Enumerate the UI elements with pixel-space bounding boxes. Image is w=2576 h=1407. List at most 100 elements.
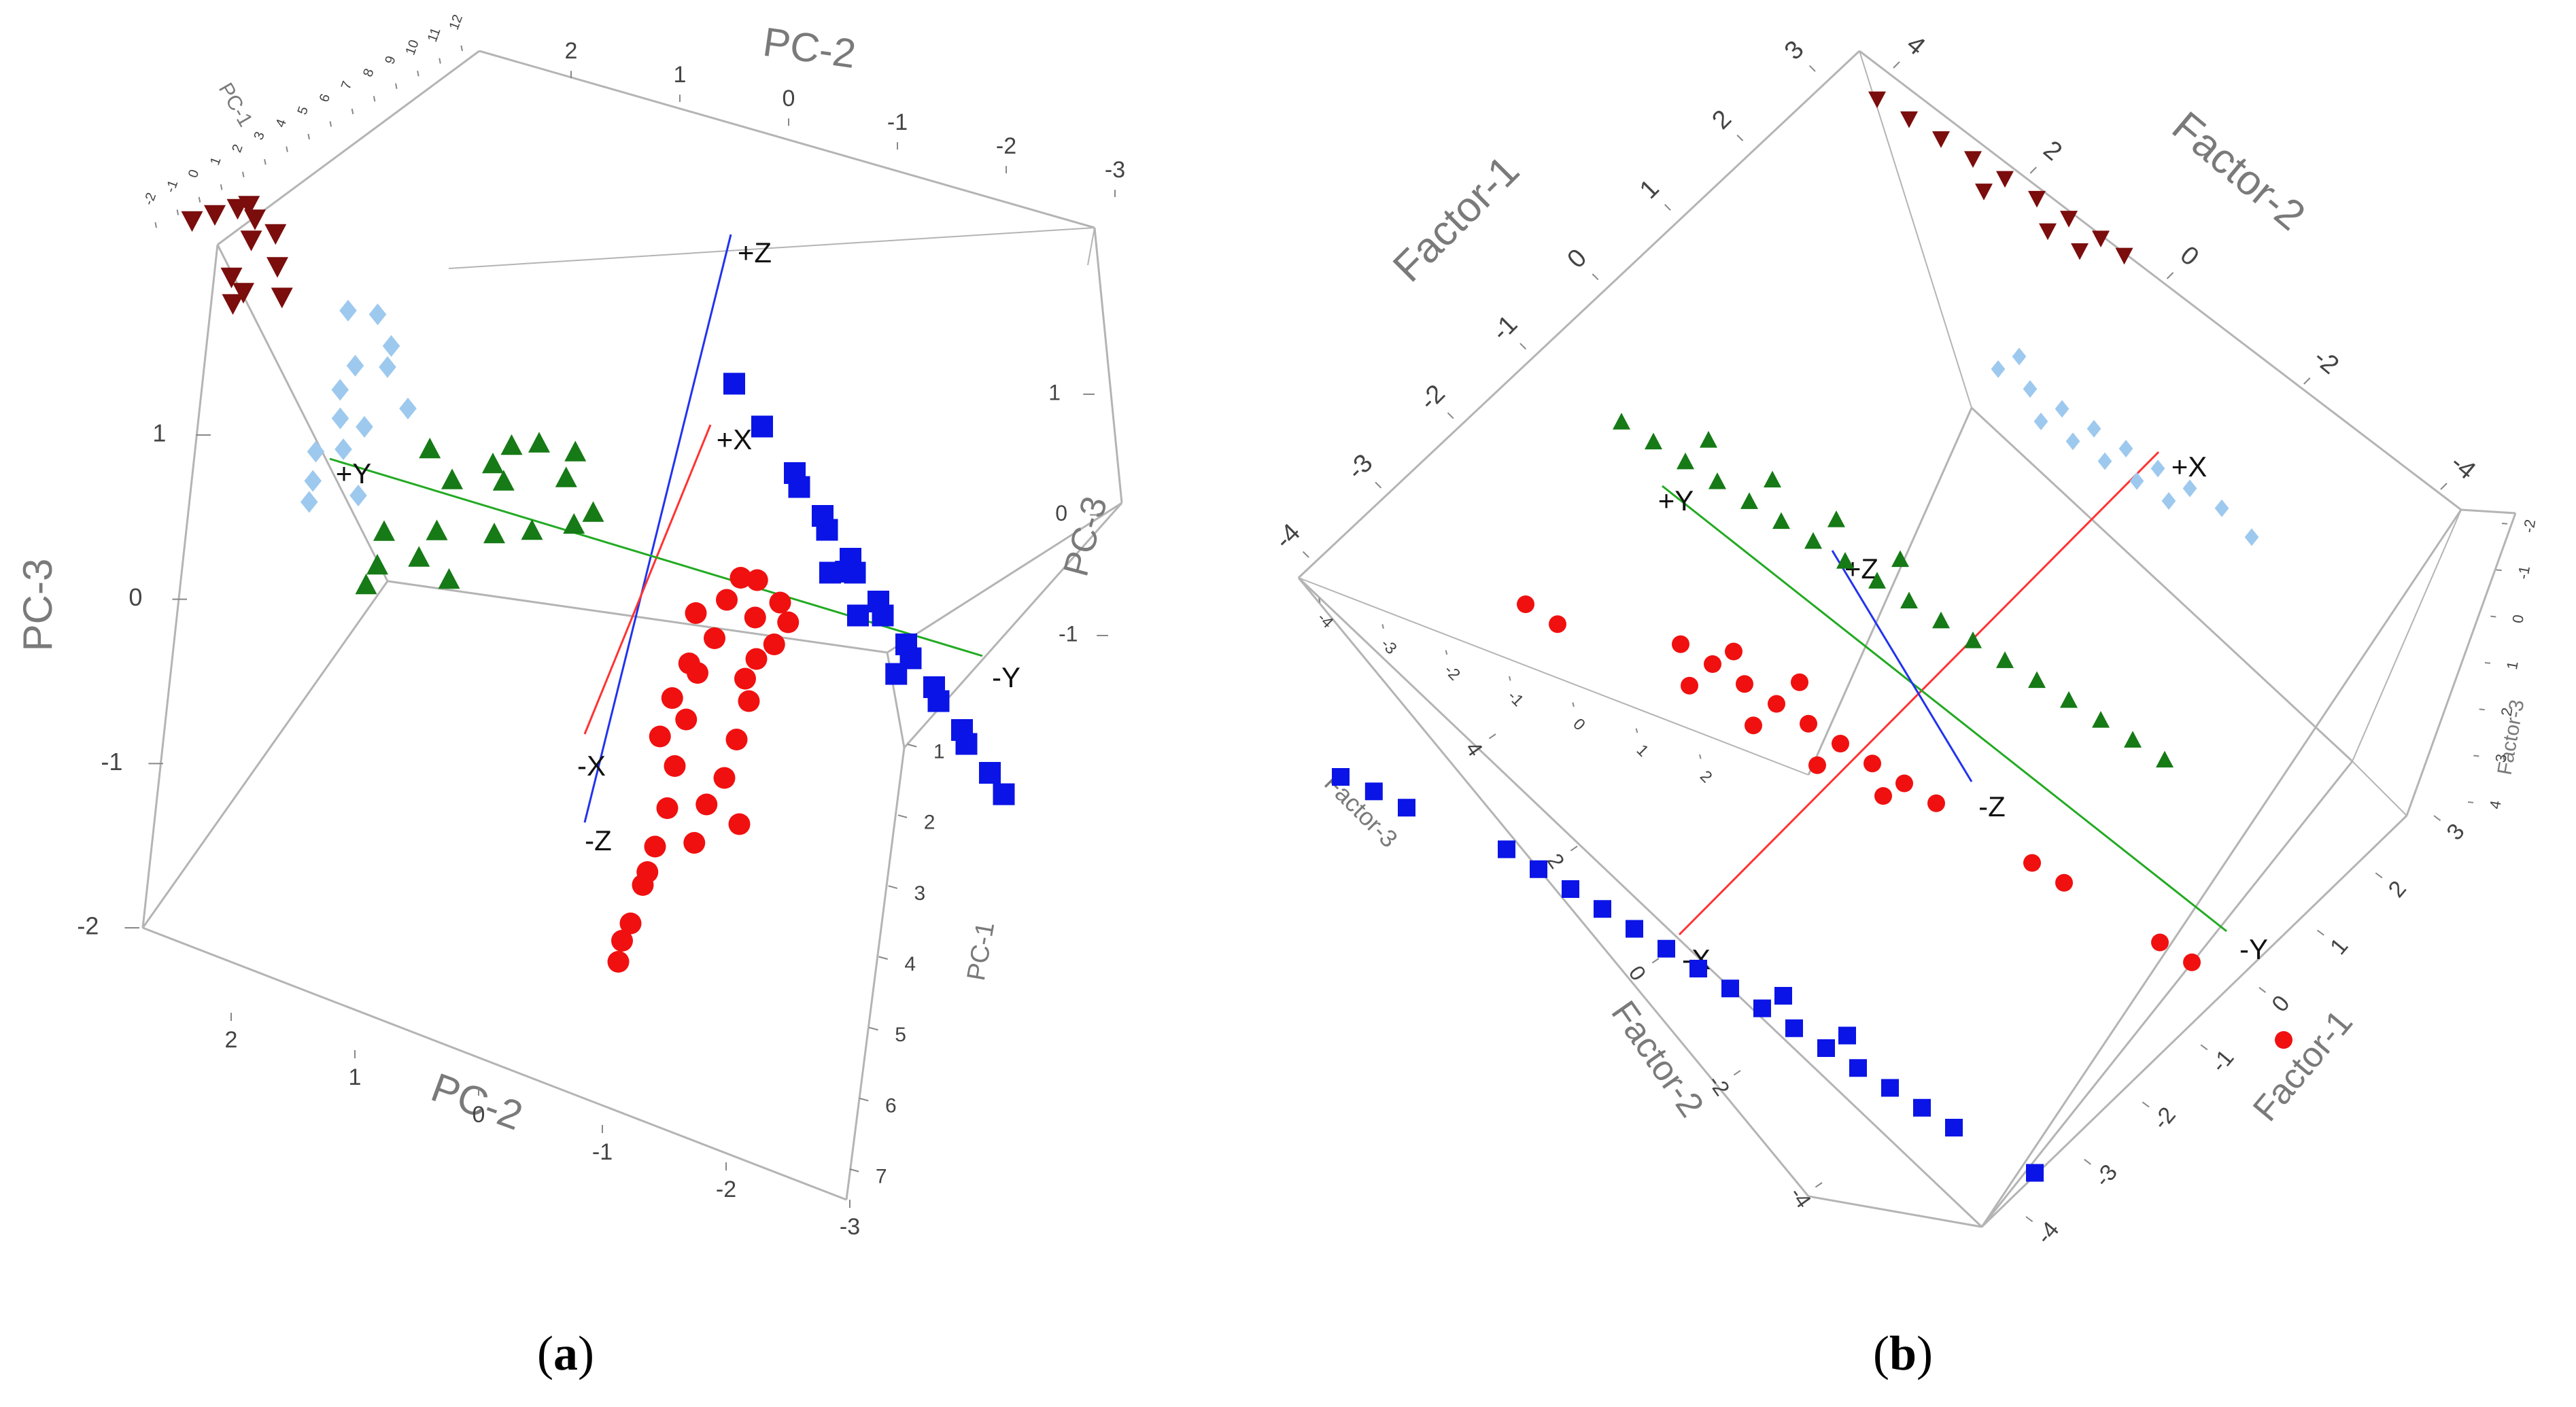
vector-label-minus-z: -Z <box>585 824 612 856</box>
box-edge <box>2405 513 2517 816</box>
point-group3 <box>582 501 604 522</box>
factor3-right-tick-label: -2 <box>2520 518 2539 534</box>
axis-title-pc1-right: PC-1 <box>962 920 1000 983</box>
point-group5 <box>847 604 869 627</box>
point-group2 <box>2214 499 2229 517</box>
vector-label-plus-y: +Y <box>1658 485 1694 517</box>
pc1-right-tick <box>907 744 917 748</box>
pc3-left-tick-label: 1 <box>152 419 166 447</box>
point-group5 <box>1913 1098 1931 1117</box>
point-group2 <box>2097 452 2112 470</box>
pc3-left-tick-label: -1 <box>101 748 122 776</box>
factor1-top-tick-label: -1 <box>1487 310 1524 347</box>
box-edge <box>142 926 847 1201</box>
factor1-top-tick-label: -4 <box>1269 518 1306 555</box>
pc1-top-tick-label: 11 <box>425 26 444 44</box>
point-group1 <box>1964 151 1982 169</box>
vector-label-minus-z: -Z <box>1978 791 2006 822</box>
point-group5 <box>1945 1119 1963 1136</box>
point-group4 <box>1927 794 1945 812</box>
point-group5 <box>1774 987 1792 1005</box>
caption-a: (a) <box>537 1326 594 1380</box>
point-group4 <box>725 729 748 750</box>
point-group1 <box>2092 230 2110 248</box>
point-group4 <box>1895 774 1913 793</box>
axis-title-factor1-bottom: Factor-1 <box>2246 1003 2360 1129</box>
point-group4 <box>1517 595 1534 613</box>
vector-label-minus-y: -Y <box>2239 933 2268 965</box>
point-group3 <box>419 437 441 459</box>
pc1-top-tick <box>198 196 201 203</box>
point-group4 <box>1672 635 1689 653</box>
point-group2 <box>2065 432 2080 451</box>
pc1-right-tick <box>869 1026 878 1031</box>
factor3-right-tick-label: 0 <box>2509 613 2527 624</box>
point-group1 <box>1932 131 1950 148</box>
pc1-top-tick <box>460 45 463 52</box>
point-group1 <box>238 196 260 217</box>
axis-title-pc1-top: PC-1 <box>214 79 257 131</box>
point-group5 <box>1689 960 1707 977</box>
point-group2 <box>382 335 400 357</box>
factor3-left-tick <box>1318 597 1321 603</box>
pc1-right-tick-label: 6 <box>885 1094 897 1117</box>
point-group4 <box>607 951 630 973</box>
factor3-left-tick <box>1635 728 1638 733</box>
point-group4 <box>2055 873 2073 892</box>
point-group3 <box>483 522 505 544</box>
point-group5 <box>885 663 908 685</box>
box-edge <box>845 747 906 1200</box>
box-edge <box>2460 508 2516 515</box>
point-group4 <box>738 690 760 712</box>
vector-label-minus-x: -X <box>577 750 606 782</box>
point-group4 <box>1874 787 1892 805</box>
point-group4 <box>664 755 686 777</box>
point-group2 <box>2118 440 2133 457</box>
point-group4 <box>695 793 718 816</box>
point-group3 <box>482 452 504 474</box>
factor2-top-tick <box>1893 61 1900 69</box>
pc2-top-tick-label: 0 <box>783 86 795 111</box>
point-group3 <box>1900 591 1918 609</box>
factor2-top-tick <box>2440 483 2448 490</box>
pc1-top-tick-label: 1 <box>207 155 224 167</box>
factor1-top-tick-label: 1 <box>1634 174 1665 205</box>
axis-title-pc3-left: PC-3 <box>15 559 61 652</box>
pc2-bottom-tick-label: 2 <box>225 1027 238 1053</box>
factor2-bottom-tick-label: -4 <box>1785 1183 1817 1213</box>
pc2-top-tick-label: 1 <box>674 62 687 88</box>
pc3-right-tick-label: 0 <box>1055 501 1067 525</box>
point-group4 <box>1745 716 1762 735</box>
vector-label-plus-y: +Y <box>336 457 372 489</box>
factor2-bottom-tick <box>1733 1070 1741 1076</box>
point-group4 <box>744 606 766 629</box>
factor3-left-tick <box>1572 702 1575 707</box>
pc1-right-tick-label: 2 <box>924 812 935 834</box>
point-group4 <box>728 813 751 835</box>
box-edge <box>1807 407 1973 776</box>
pc1-top-tick <box>154 222 157 228</box>
pc1-top-tick <box>241 171 245 177</box>
factor1-top-tick-label: -2 <box>1414 379 1451 416</box>
point-group1 <box>233 283 254 304</box>
pc3-right-tick-label: 1 <box>1048 380 1061 404</box>
point-group4 <box>777 611 800 633</box>
pc2-bottom-tick-label: -1 <box>592 1139 613 1165</box>
factor1-bottom-tick <box>2433 815 2441 821</box>
point-group4 <box>2023 854 2041 872</box>
point-group3 <box>500 434 523 455</box>
pc1-top-tick <box>286 146 288 152</box>
factor1-top-tick <box>1447 412 1454 419</box>
factor2-top-tick-label: 2 <box>2038 135 2067 167</box>
factor1-top-tick <box>1519 343 1526 350</box>
point-group3 <box>438 568 460 589</box>
factor2-bottom-tick-label: 4 <box>1461 737 1488 761</box>
point-group4 <box>763 633 785 655</box>
point-group4 <box>1549 615 1566 633</box>
pc1-top-tick <box>417 70 419 77</box>
point-group5 <box>979 762 1001 784</box>
point-group2 <box>339 300 357 322</box>
point-group5 <box>1817 1039 1835 1057</box>
pc1-top-tick-label: 3 <box>251 130 267 142</box>
point-group3 <box>1996 651 2014 668</box>
